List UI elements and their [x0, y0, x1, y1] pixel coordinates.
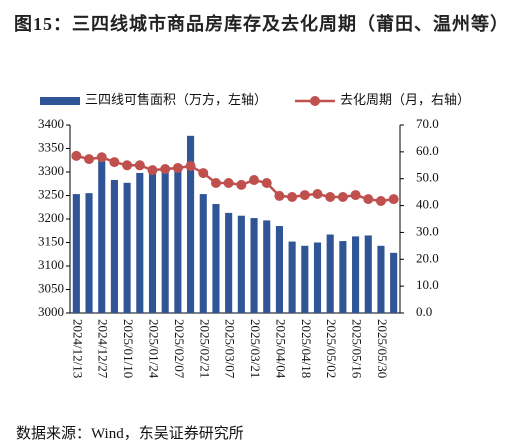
bar [275, 226, 283, 313]
y2-tick-label: 70.0 [416, 116, 439, 131]
line-marker [172, 162, 183, 173]
bar [225, 212, 233, 313]
bar [161, 168, 169, 313]
bar [212, 203, 220, 313]
legend-label: 三四线可售面积（万方，左轴） [85, 92, 267, 107]
line-marker [350, 190, 361, 201]
y-tick-label: 3200 [38, 210, 64, 225]
bar [148, 172, 157, 313]
legend-marker [310, 96, 320, 106]
line-marker [198, 168, 209, 179]
line-marker [236, 179, 247, 190]
bar [364, 235, 372, 313]
bar [237, 215, 245, 313]
line-marker [363, 194, 374, 205]
bar [110, 179, 118, 313]
y2-tick-label: 50.0 [416, 170, 439, 185]
y2-tick-label: 0.0 [416, 304, 432, 319]
y-tick-label: 3400 [38, 116, 64, 131]
x-tick-label: 2025/04/18 [299, 319, 314, 378]
line-marker [147, 165, 158, 176]
x-tick-label: 2025/05/02 [324, 319, 339, 378]
line-marker [71, 150, 82, 161]
y2-tick-label: 40.0 [416, 197, 439, 212]
bar [326, 234, 334, 313]
line-marker [96, 152, 107, 163]
y2-tick-label: 60.0 [416, 143, 439, 158]
legend-label: 去化周期（月，右轴） [340, 92, 470, 107]
bar [123, 182, 131, 313]
bar [187, 135, 195, 313]
line-marker [160, 164, 171, 175]
y2-tick-label: 20.0 [416, 250, 439, 265]
line-marker [249, 175, 260, 186]
line-marker [185, 161, 196, 172]
x-tick-label: 2025/01/10 [121, 319, 136, 378]
line-marker [261, 178, 272, 189]
x-tick-label: 2024/12/13 [70, 319, 85, 378]
bar [288, 241, 296, 313]
line-marker [223, 178, 234, 189]
bar [174, 167, 182, 313]
y-tick-label: 3050 [38, 280, 64, 295]
bar [72, 194, 80, 313]
x-tick-label: 2025/05/16 [350, 319, 365, 379]
x-tick-label: 2025/03/21 [248, 319, 263, 378]
bar [377, 245, 385, 313]
line-marker [287, 191, 298, 202]
bar [301, 245, 309, 313]
x-tick-label: 2025/02/21 [197, 319, 212, 378]
y-tick-label: 3250 [38, 186, 64, 201]
line-marker [134, 160, 145, 171]
y-tick-label: 3300 [38, 163, 64, 178]
x-tick-label: 2025/03/07 [223, 319, 238, 379]
line-marker [210, 178, 221, 189]
x-tick-label: 2025/02/07 [172, 319, 187, 379]
bar [98, 157, 106, 313]
chart-title: 图15：三四线城市商品房库存及去化周期（莆田、温州等） [14, 14, 509, 34]
y2-tick-label: 30.0 [416, 223, 439, 238]
bar [136, 172, 144, 313]
line-marker [375, 196, 386, 207]
bar [352, 236, 360, 313]
bar [263, 220, 271, 313]
bar [199, 194, 207, 313]
bar [313, 242, 322, 313]
line-marker [84, 154, 95, 165]
line-marker [388, 194, 399, 205]
x-tick-label: 2025/05/30 [375, 319, 390, 378]
bar [390, 252, 398, 313]
y-tick-label: 3100 [38, 257, 64, 272]
x-tick-label: 2025/01/24 [147, 319, 162, 379]
chart: 3000 3050 3100 3150 3200 3250 3300 3350 3400 0.0 1… [38, 92, 470, 379]
x-tick-label: 2024/12/27 [96, 319, 111, 379]
line-marker [122, 160, 133, 171]
line-marker [337, 191, 348, 202]
bar [85, 193, 93, 313]
line-marker [274, 190, 285, 201]
y-tick-label: 3150 [38, 233, 64, 248]
y2-tick-label: 10.0 [416, 277, 439, 292]
source-note: 数据来源：Wind，东吴证券研究所 [16, 426, 244, 442]
x-tick-label: 2025/04/04 [273, 319, 288, 379]
y-tick-label: 3350 [38, 139, 64, 154]
line-marker [312, 189, 323, 200]
bar [339, 241, 347, 313]
y-tick-label: 3000 [38, 304, 64, 319]
legend-swatch [40, 97, 80, 105]
line-marker [109, 157, 120, 168]
line-marker [325, 191, 336, 202]
line-marker [299, 190, 310, 201]
bar [250, 218, 258, 313]
